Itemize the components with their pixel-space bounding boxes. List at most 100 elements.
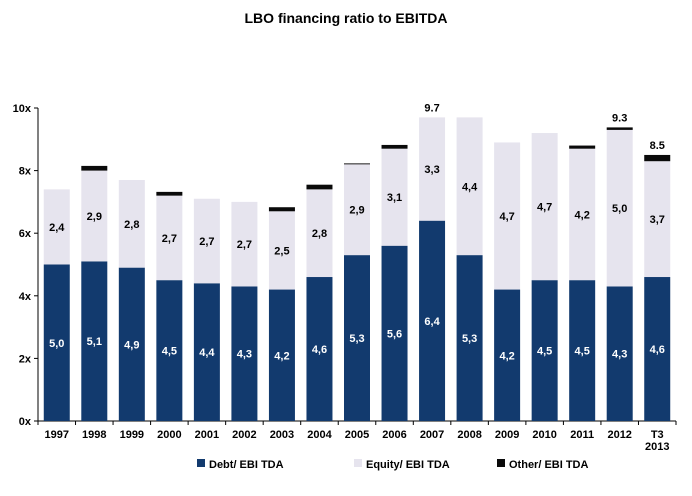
other-bar-segment	[606, 127, 633, 130]
equity-bar-segment	[156, 195, 183, 281]
data-label: 4,5	[575, 346, 590, 358]
x-tick-label: 2004	[307, 429, 332, 441]
equity-bar-segment	[606, 129, 633, 287]
data-label: 2,4	[49, 222, 65, 234]
data-label: 4,5	[162, 346, 177, 358]
other-bar-segment	[156, 191, 183, 196]
debt-bar-segment	[193, 283, 220, 421]
x-tick-label: 2001	[195, 429, 219, 441]
data-label: 4,7	[537, 202, 552, 214]
y-tick-label: 4x	[19, 291, 32, 303]
data-labels: 5,0 2,4 5,1 2,9 4,9 2,8 4,5 2,7 4,4 2,7 4,3 2,7 4,2 2…	[49, 102, 665, 362]
equity-bar-segment	[193, 198, 220, 284]
bars	[43, 117, 671, 421]
data-label: 5,0	[49, 338, 64, 350]
debt-bar-segment	[644, 277, 671, 421]
data-label: 5,3	[462, 333, 477, 345]
legend-swatch	[497, 459, 505, 467]
equity-bar-segment	[419, 117, 446, 221]
equity-bar-segment	[81, 170, 108, 262]
debt-bar-segment	[494, 289, 521, 421]
data-label: 4,2	[575, 209, 590, 221]
other-bar-segment	[381, 144, 408, 149]
x-tick-label: 1998	[82, 429, 106, 441]
legend-swatch	[197, 459, 205, 467]
data-label: 6,4	[424, 316, 440, 328]
debt-bar-segment	[306, 277, 333, 421]
data-label: 4,9	[124, 339, 139, 351]
data-label: 4,2	[499, 350, 514, 362]
debt-bar-segment	[81, 261, 108, 421]
x-tick-label: 2012	[607, 429, 631, 441]
chart-title: LBO financing ratio to EBITDA	[244, 10, 448, 26]
equity-bar-segment	[43, 189, 70, 265]
data-label: 5,6	[387, 328, 402, 340]
data-label: 2,7	[237, 239, 252, 251]
data-label: 4,3	[237, 349, 252, 361]
other-bar-segment	[81, 165, 108, 171]
x-tick-label: 2002	[232, 429, 256, 441]
x-tick-label: 2009	[495, 429, 519, 441]
equity-bar-segment	[231, 201, 258, 287]
y-tick-label: 10x	[13, 103, 32, 115]
debt-bar-segment	[231, 286, 258, 421]
y-tick-label: 6x	[19, 228, 32, 240]
data-label: 2,8	[124, 219, 139, 231]
debt-bar-segment	[606, 286, 633, 421]
x-tick-label: 1997	[45, 429, 69, 441]
debt-bar-segment	[43, 264, 70, 421]
data-label: 4,2	[274, 350, 289, 362]
other-bar-segment	[306, 184, 333, 190]
data-label: 2,7	[162, 233, 177, 245]
equity-bar-segment	[381, 148, 408, 246]
data-label: 3,1	[387, 192, 402, 204]
x-tick-label: 2000	[157, 429, 181, 441]
equity-bar-segment	[306, 189, 333, 278]
data-label: 3,3	[424, 164, 439, 176]
debt-bar-segment	[456, 255, 483, 421]
legend-label: Equity/ EBI TDA	[366, 459, 450, 471]
x-tick-label: T3 2013	[645, 429, 669, 453]
data-label: 5,3	[349, 333, 364, 345]
data-label: 4,5	[537, 346, 552, 358]
data-label: 5,0	[612, 203, 627, 215]
legend-label: Other/ EBI TDA	[509, 459, 589, 471]
equity-bar-segment	[644, 161, 671, 278]
debt-bar-segment	[569, 280, 596, 421]
other-bar-segment	[268, 207, 295, 212]
debt-bar-segment	[118, 267, 145, 421]
x-tick-labels: 1997 1998 1999 2000 2001 2002 2003 2004 2005 2006…	[45, 429, 670, 453]
y-tick-label: 0x	[19, 416, 32, 428]
x-tick-label: 2008	[457, 429, 481, 441]
debt-bar-segment	[344, 255, 370, 421]
data-label: 4,4	[199, 347, 215, 359]
equity-bar-segment	[268, 211, 295, 290]
debt-bar-segment	[268, 289, 295, 421]
debt-bar-segment	[531, 280, 558, 421]
data-label: 4,6	[650, 344, 665, 356]
data-label: 2,8	[312, 228, 327, 240]
equity-bar-segment	[456, 117, 483, 256]
equity-bar-segment	[531, 133, 558, 281]
total-label: 9.7	[424, 102, 439, 114]
debt-bar-segment	[381, 245, 408, 421]
x-tick-label: 2007	[420, 429, 444, 441]
data-label: 2,9	[87, 211, 102, 223]
data-label: 4,6	[312, 344, 327, 356]
equity-bar-segment	[118, 179, 145, 268]
legend-swatch	[354, 459, 362, 467]
equity-bar-segment	[494, 142, 521, 290]
data-label: 5,1	[87, 336, 102, 348]
legend-label: Debt/ EBI TDA	[209, 459, 284, 471]
x-tick-label: 1999	[120, 429, 144, 441]
data-label: 3,7	[650, 214, 665, 226]
total-label: 9.3	[612, 112, 627, 124]
x-tick-label: 2003	[270, 429, 294, 441]
legend: Debt/ EBI TDA Equity/ EBI TDA Other/ EBI T…	[197, 459, 589, 471]
data-label: 2,9	[349, 205, 364, 217]
x-tick-label: 2011	[570, 429, 594, 441]
x-tick-label: 2006	[382, 429, 406, 441]
data-label: 2,7	[199, 236, 214, 248]
equity-bar-segment	[569, 148, 596, 281]
